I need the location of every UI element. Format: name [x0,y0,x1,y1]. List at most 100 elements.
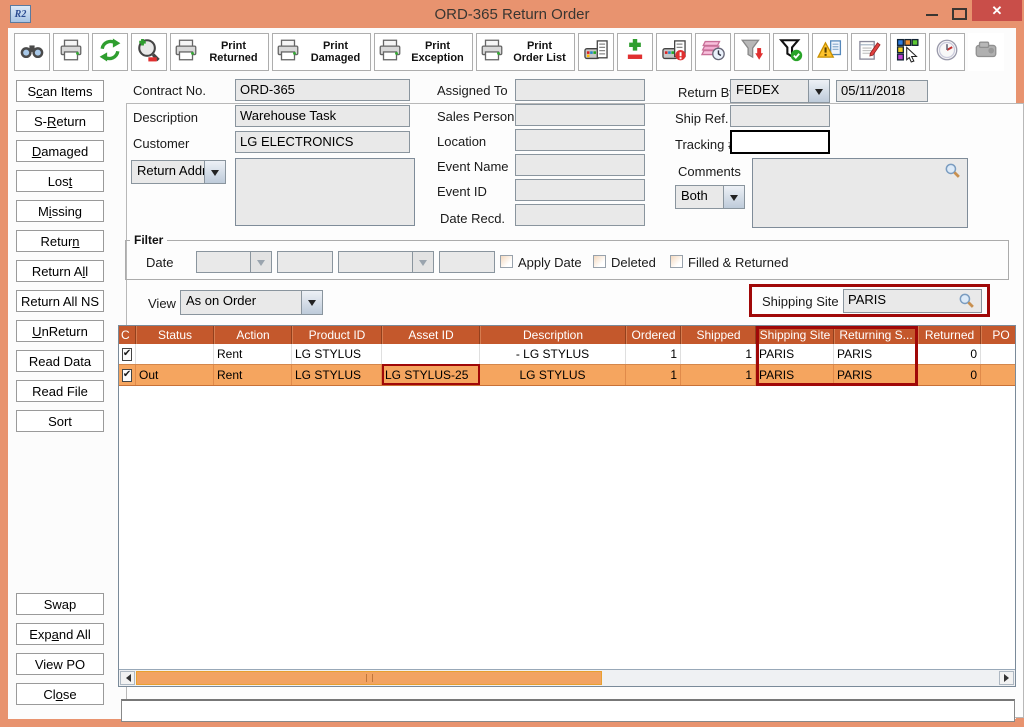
print-button[interactable] [53,33,89,71]
date-recd-field[interactable] [515,204,645,226]
row-checkbox-cell[interactable] [119,344,136,364]
cell-ordered[interactable]: 1 [626,365,681,385]
assigned-to-field[interactable] [515,79,645,101]
print-damaged-button[interactable]: Print Damaged [272,33,371,71]
return-by-date-field[interactable]: 05/11/2018 [836,80,928,102]
minimize-button[interactable] [926,14,938,16]
close-button[interactable]: ✕ [972,0,1022,21]
cell-shipping-site[interactable]: PARIS [756,344,834,364]
scroll-right-arrow[interactable] [999,671,1014,685]
sidebar-button-lost[interactable]: Los t [16,170,104,192]
cell-description[interactable]: - LG STYLUS [480,344,626,364]
column-header-returning-s[interactable]: Returning S... [834,326,918,344]
history-notes-button[interactable] [695,33,731,71]
apply-filter-button[interactable] [734,33,770,71]
cell-returning-s[interactable]: PARIS [834,365,918,385]
view-dropdown[interactable]: As on Order [180,290,323,315]
row-checkbox-cell[interactable] [119,365,136,385]
ship-ref-field[interactable] [730,105,830,127]
chevron-down-icon[interactable] [723,186,744,208]
column-header-ordered[interactable]: Ordered [626,326,681,344]
cell-action[interactable]: Rent [214,344,292,364]
table-header-row[interactable]: C Status Action Product ID Asset ID Descripti… [119,326,1015,344]
row-checkbox[interactable] [121,347,133,361]
chevron-down-icon[interactable] [301,291,322,314]
order-items-table[interactable]: C Status Action Product ID Asset ID Descripti… [118,325,1016,687]
cell-asset-id[interactable]: LG STYLUS-25 [382,365,480,385]
cell-returned[interactable]: 0 [918,344,981,364]
column-header-action[interactable]: Action [214,326,292,344]
refresh-button[interactable] [92,33,128,71]
return-addr-dropdown[interactable]: Return Addr... [131,160,226,184]
sidebar-button-expand-all[interactable]: Exp a nd All [16,623,104,645]
cell-shipping-site[interactable]: PARIS [756,365,834,385]
print-exception-button[interactable]: Print Exception [374,33,473,71]
cell-shipped[interactable]: 1 [681,365,756,385]
cell-shipped[interactable]: 1 [681,344,756,364]
description-field[interactable]: Warehouse Task [235,105,410,127]
cell-product-id[interactable]: LG STYLUS [292,365,382,385]
shipping-site-field[interactable]: PARIS [843,289,982,313]
edit-notes-button[interactable] [851,33,887,71]
search-icon[interactable] [944,162,961,184]
sales-person-field[interactable] [515,104,645,126]
cell-ordered[interactable]: 1 [626,344,681,364]
column-header-shipping-site[interactable]: Shipping Site [756,326,834,344]
cell-action[interactable]: Rent [214,365,292,385]
time-button[interactable] [929,33,965,71]
print-returned-button[interactable]: Print Returned [170,33,269,71]
chevron-down-icon[interactable] [808,80,829,102]
sidebar-button-return[interactable]: Retur n [16,230,104,252]
scroll-left-arrow[interactable] [120,671,135,685]
scan-equipment-button[interactable] [578,33,614,71]
cell-po[interactable] [981,344,1015,364]
sidebar-button-view-po[interactable]: View PO [16,653,104,675]
column-header-c[interactable]: C [119,326,136,344]
title-bar[interactable]: R2 ORD-365 Return Order ✕ [0,0,1024,28]
column-header-po[interactable]: PO [981,326,1015,344]
column-header-description[interactable]: Description [480,326,626,344]
add-remove-button[interactable] [617,33,653,71]
event-id-field[interactable] [515,179,645,201]
sidebar-button-swap[interactable]: Swap [16,593,104,615]
cell-status[interactable]: Out [136,365,214,385]
column-header-status[interactable]: Status [136,326,214,344]
row-checkbox[interactable] [121,368,133,382]
cell-asset-id[interactable] [382,344,480,364]
sidebar-button-sort[interactable]: Sort [16,410,104,432]
column-header-asset-id[interactable]: Asset ID [382,326,480,344]
layout-select-button[interactable] [890,33,926,71]
cell-returned[interactable]: 0 [918,365,981,385]
horizontal-scrollbar[interactable] [119,669,1015,686]
column-header-returned[interactable]: Returned [918,326,981,344]
scan-exception-button[interactable] [656,33,692,71]
search-icon[interactable] [958,292,975,314]
chevron-down-icon[interactable] [204,161,225,183]
cell-returning-s[interactable]: PARIS [834,344,918,364]
sidebar-button-return-all-ns[interactable]: Return All NS [16,290,104,312]
cell-status[interactable] [136,344,214,364]
status-input[interactable] [121,699,1015,722]
filled-returned-checkbox[interactable] [670,255,683,268]
scrollbar-thumb[interactable] [136,671,602,685]
comments-textarea[interactable] [752,158,968,228]
return-address-textarea[interactable] [235,158,415,226]
location-field[interactable] [515,129,645,151]
filter-ok-button[interactable] [773,33,809,71]
sidebar-button-read-file[interactable]: Read File [16,380,104,402]
column-header-product-id[interactable]: Product ID [292,326,382,344]
sidebar-button-read-data[interactable]: Read Data [16,350,104,372]
event-name-field[interactable] [515,154,645,176]
tracking-field[interactable] [730,130,830,154]
return-by-dropdown[interactable]: FEDEX [730,79,830,103]
cell-product-id[interactable]: LG STYLUS [292,344,382,364]
apply-date-checkbox[interactable] [500,255,513,268]
print-order-list-button[interactable]: Print Order List [476,33,575,71]
